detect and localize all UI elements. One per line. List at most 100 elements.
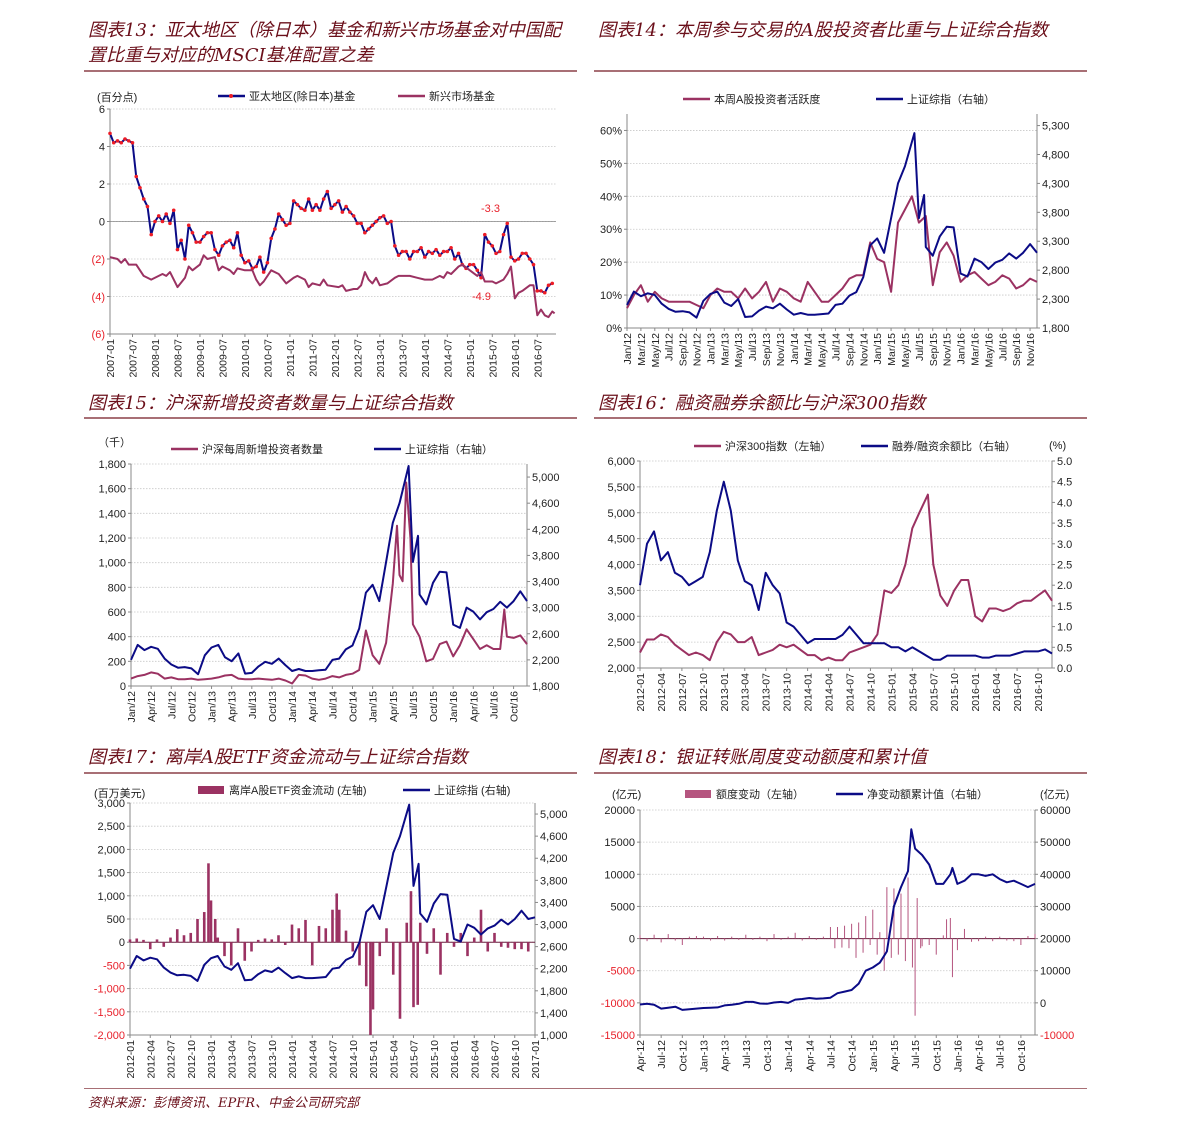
- data-point: [490, 244, 495, 248]
- y2-tick-label: 4,800: [1042, 149, 1070, 161]
- y-tick-label: (4): [92, 292, 105, 304]
- x-tick-label: 2007-07: [127, 339, 139, 378]
- x-tick-label: Jan/12: [622, 333, 634, 365]
- y-tick-label: 0: [119, 937, 125, 949]
- x-tick-label: Oct-13: [762, 1040, 774, 1072]
- bar: [526, 942, 530, 952]
- data-point: [235, 230, 240, 235]
- x-tick-label: 2012-07: [677, 673, 689, 712]
- bar: [834, 938, 836, 949]
- data-point: [336, 199, 341, 203]
- bar: [337, 909, 341, 943]
- data-point: [351, 214, 356, 218]
- x-tick-label: Jul-12: [656, 1040, 668, 1069]
- y-tick-label: 2,000: [97, 844, 125, 856]
- bar: [956, 938, 958, 951]
- data-point: [505, 221, 510, 226]
- y-tick-label: 1,000: [97, 891, 125, 903]
- x-tick-label: 2015-01: [465, 339, 477, 378]
- data-point: [209, 230, 213, 235]
- y-tick-label: -15000: [601, 1030, 635, 1042]
- data-point: [284, 223, 288, 228]
- x-tick-label: 2015-10: [429, 1040, 441, 1079]
- data-point: [497, 249, 502, 254]
- bar: [653, 934, 655, 939]
- series-2: [626, 132, 1038, 319]
- x-tick-label: Mar/14: [803, 333, 815, 366]
- bar: [890, 938, 892, 958]
- x-tick-label: 2013-07: [397, 339, 409, 378]
- x-tick-label: 2016-01: [449, 1040, 461, 1079]
- y2-tick-label: 40000: [1040, 869, 1071, 881]
- bar: [855, 938, 857, 958]
- x-tick-label: 2016-01: [970, 673, 982, 712]
- data-point: [393, 244, 397, 248]
- x-tick-label: Oct/12: [186, 691, 198, 722]
- y-tick-label: 3,000: [97, 798, 125, 810]
- data-point: [486, 240, 491, 244]
- y2-tick-label: 60000: [1040, 805, 1071, 817]
- data-point: [295, 202, 300, 207]
- x-tick-label: 2012-01: [635, 673, 647, 712]
- y2-tick-label: 4,200: [532, 524, 560, 536]
- bar: [724, 938, 726, 941]
- data-point: [348, 210, 352, 214]
- x-tick-label: 2016-10: [1033, 673, 1045, 712]
- y-tick-label: 400: [108, 632, 126, 644]
- bar: [667, 934, 669, 939]
- data-point: [389, 219, 393, 224]
- x-tick-label: 2011-07: [307, 339, 319, 377]
- bar: [398, 942, 402, 1019]
- x-tick-label: Jul/12: [664, 333, 676, 361]
- bar: [425, 942, 429, 954]
- y-tick-label: 50%: [600, 158, 622, 170]
- legend-label: 新兴市场基金: [429, 89, 495, 103]
- data-point: [168, 221, 172, 226]
- y-tick-label: 6,000: [607, 456, 635, 468]
- bar: [304, 919, 307, 943]
- bar: [916, 898, 918, 939]
- x-tick-label: 2016-07: [1012, 673, 1024, 712]
- series-line: [130, 465, 528, 676]
- chart-16: 6,000 5,500 5,000 4,500 4,000 3,500 3,000 2,500…: [607, 439, 1072, 712]
- legend-label: 离岸A股ETF资金流动 (左轴): [229, 783, 367, 797]
- y-unit-label: (百分点): [97, 91, 137, 104]
- y-tick-label: 2: [99, 179, 105, 191]
- x-tick-label: Apr/16: [468, 691, 480, 722]
- bar: [1020, 938, 1022, 945]
- bar: [780, 938, 782, 940]
- x-tick-label: 2015-04: [388, 1040, 400, 1079]
- y2-tick-label: 3,800: [540, 875, 568, 887]
- x-tick-label: Jul/13: [247, 691, 259, 719]
- data-point: [108, 131, 112, 136]
- series-2: [130, 465, 528, 676]
- data-point: [254, 264, 258, 269]
- y-tick-label: 4,000: [607, 560, 635, 572]
- y-tick-label: 15000: [604, 837, 635, 849]
- x-tick-label: 2013-07: [761, 673, 773, 712]
- x-tick-label: Jan/12: [126, 691, 138, 723]
- y-tick-label: 1,800: [98, 459, 126, 471]
- data-point: [321, 197, 326, 201]
- data-point: [520, 251, 525, 256]
- data-point: [220, 244, 225, 248]
- legend-label: 上证综指（右轴）: [405, 442, 493, 456]
- y-tick-label: 3,000: [607, 611, 635, 623]
- data-point: [370, 223, 375, 228]
- y2-tick-label: 0.0: [1057, 663, 1072, 675]
- x-tick-label: 2013-01: [375, 339, 387, 378]
- bar: [378, 942, 382, 957]
- x-tick-label: 2013-01: [719, 673, 731, 712]
- bar: [862, 938, 864, 953]
- series-line: [626, 132, 1038, 319]
- x-tick-label: 2012-10: [698, 673, 710, 712]
- bar: [766, 938, 768, 942]
- series-1: [128, 863, 530, 1035]
- series-2: [129, 803, 536, 982]
- x-tick-label: Sep/14: [844, 333, 856, 366]
- data-point: [411, 249, 416, 254]
- bar: [256, 939, 260, 943]
- bar: [391, 942, 395, 975]
- chart-17: 3,000 2,500 2,000 1,500 1,000 500 0 -500 -1,000 -…: [94, 783, 568, 1079]
- y-tick-label: 2,500: [607, 637, 635, 649]
